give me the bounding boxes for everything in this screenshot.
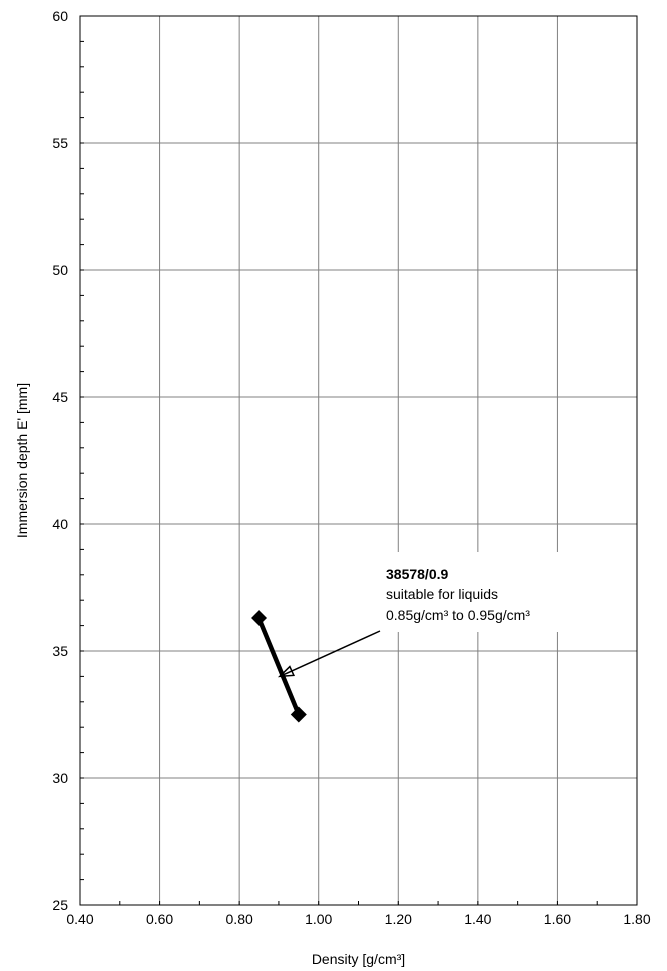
plot-frame — [79, 15, 638, 906]
annotation-arrow-head — [277, 665, 296, 678]
x-tick-label: 1.60 — [544, 911, 571, 927]
y-tick-label: 35 — [52, 643, 68, 659]
annotation-title: 38578/0.9 — [386, 566, 448, 582]
data-point-marker — [251, 609, 268, 626]
x-tick-label: 0.40 — [66, 911, 93, 927]
y-tick-label: 60 — [52, 8, 68, 24]
annotation-background — [380, 552, 600, 632]
y-tick-label: 25 — [52, 897, 68, 913]
x-tick-label: 1.40 — [464, 911, 491, 927]
annotation-line-3: 0.85g/cm³ to 0.95g/cm³ — [386, 607, 530, 623]
minor-ticks — [79, 15, 638, 906]
y-tick-label: 45 — [52, 389, 68, 405]
x-tick-labels: 0.40 0.60 0.80 1.00 1.20 1.40 1.60 1.80 — [66, 911, 650, 927]
annotation-arrow-line — [279, 630, 381, 678]
series-layer — [251, 609, 307, 723]
x-tick-label: 0.80 — [226, 911, 253, 927]
gridlines — [79, 15, 638, 906]
y-tick-label: 30 — [52, 770, 68, 786]
x-tick-label: 0.60 — [146, 911, 173, 927]
y-axis-title: Immersion depth E' [mm] — [14, 383, 30, 538]
y-tick-label: 50 — [52, 262, 68, 278]
data-point-marker — [290, 706, 307, 723]
y-tick-labels: 25 30 35 40 45 50 55 60 — [52, 8, 68, 913]
series-line — [256, 617, 301, 716]
y-tick-label: 55 — [52, 135, 68, 151]
x-axis-title: Density [g/cm³] — [312, 951, 405, 967]
annotation: 38578/0.9 suitable for liquids 0.85g/cm³… — [277, 552, 600, 678]
annotation-line-2: suitable for liquids — [386, 586, 498, 602]
x-tick-label: 1.00 — [305, 911, 332, 927]
x-tick-label: 1.80 — [623, 911, 650, 927]
y-tick-label: 40 — [52, 516, 68, 532]
x-tick-label: 1.20 — [385, 911, 412, 927]
